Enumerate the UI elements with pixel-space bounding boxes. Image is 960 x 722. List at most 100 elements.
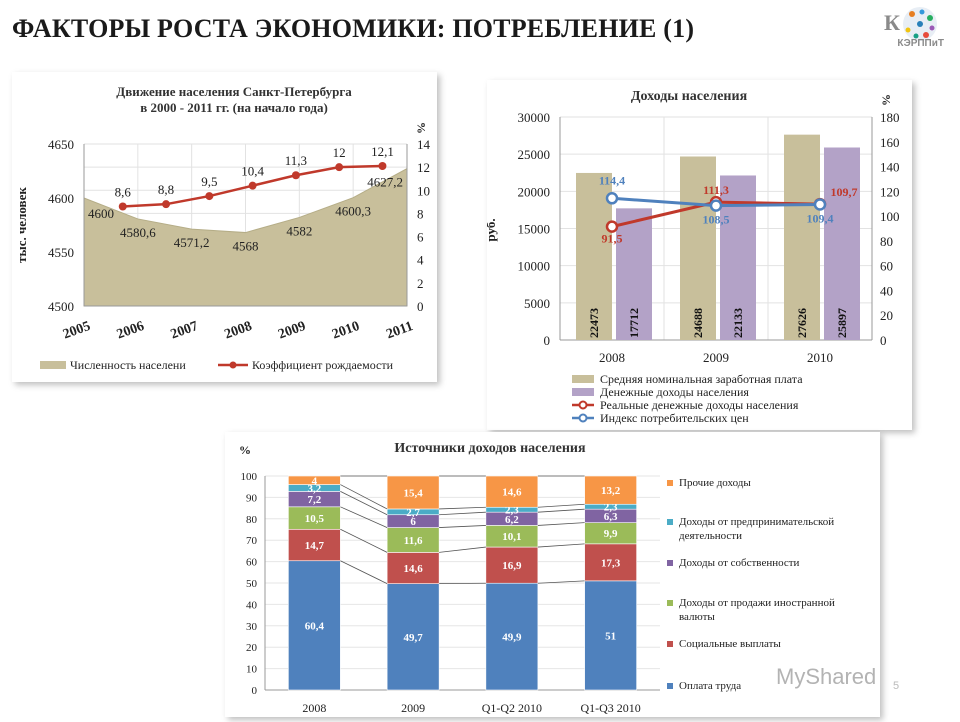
- birth-rate-data-label: 8,8: [158, 182, 174, 197]
- y2-tick-label: 160: [880, 135, 900, 150]
- population-data-label: 4571,2: [174, 235, 210, 250]
- x-tick-label: 2010: [807, 350, 833, 365]
- y2-tick-label: 4: [417, 253, 424, 268]
- y-tick-label: 40: [246, 599, 258, 611]
- y2-tick-label: 14: [417, 137, 431, 152]
- y-tick-label: 10: [246, 664, 258, 676]
- logo-text: КЭРППиТ: [897, 38, 944, 49]
- y2-tick-label: 60: [880, 259, 893, 274]
- legend-label: Доходы от продажи иностранной: [679, 597, 835, 609]
- y2-tick-label: 180: [880, 110, 900, 125]
- y2-tick-label: 8: [417, 206, 424, 221]
- y-tick-label: 20000: [518, 184, 551, 199]
- segment-data-label: 11,6: [404, 535, 423, 547]
- y2-tick-label: 12: [417, 160, 430, 175]
- segment-data-label: 14,6: [502, 487, 522, 499]
- birth-rate-point: [119, 202, 127, 210]
- y-tick-label: 100: [241, 471, 258, 483]
- segment-data-label: 4: [312, 475, 318, 487]
- y-axis-label: руб.: [487, 218, 498, 241]
- birth-rate-data-label: 12,1: [371, 144, 394, 159]
- segment-data-label: 7,2: [308, 494, 322, 506]
- segment-data-label: 60,4: [305, 620, 325, 632]
- y-axis-unit: %: [239, 443, 251, 457]
- chart-title-line2: в 2000 - 2011 гг. (на начало года): [140, 100, 328, 115]
- x-tick-label: 2009: [703, 350, 729, 365]
- y2-tick-label: 0: [417, 299, 424, 314]
- y-tick-label: 10000: [518, 259, 551, 274]
- y-tick-label: 4650: [48, 137, 74, 152]
- real-income-data-label: 91,5: [602, 232, 623, 246]
- page-number: 5: [893, 680, 899, 692]
- legend-label: Средняя номинальная заработная плата: [600, 372, 803, 386]
- legend-swatch-population: [40, 361, 66, 369]
- legend-label: Прочие доходы: [679, 477, 751, 489]
- series-connector-line: [538, 504, 585, 507]
- segment-data-label: 49,7: [404, 632, 424, 644]
- legend-label: Доходы от собственности: [679, 557, 800, 569]
- y2-tick-label: 6: [417, 230, 424, 245]
- legend-label: Оплата труда: [679, 680, 741, 692]
- slide-title: ФАКТОРЫ РОСТА ЭКОНОМИКИ: ПОТРЕБЛЕНИЕ (1): [12, 14, 694, 44]
- cpi-data-label: 114,4: [599, 173, 625, 187]
- y2-tick-label: 80: [880, 234, 893, 249]
- segment-data-label: 17,3: [601, 557, 621, 569]
- y-tick-label: 30000: [518, 110, 551, 125]
- birth-rate-data-label: 11,3: [285, 153, 307, 168]
- x-tick-label: Q1-Q3 2010: [580, 701, 640, 715]
- segment-data-label: 51: [605, 630, 616, 642]
- y2-tick-label: 140: [880, 160, 900, 175]
- x-tick-label: 2011: [384, 319, 415, 342]
- segment-data-label: 14,6: [404, 563, 424, 575]
- birth-rate-point: [162, 200, 170, 208]
- income-bar-label: 25897: [835, 308, 849, 338]
- series-connector-line: [340, 561, 387, 584]
- population-data-label: 4627,2: [367, 175, 403, 190]
- y-tick-label: 5000: [524, 296, 550, 311]
- x-tick-label: 2009: [401, 701, 425, 715]
- cpi-point: [711, 201, 721, 211]
- legend-swatch: [572, 375, 594, 383]
- birth-rate-data-label: 10,4: [241, 164, 264, 179]
- legend-swatch: [572, 388, 594, 396]
- legend-marker: [580, 402, 587, 409]
- legend-swatch: [667, 480, 673, 486]
- series-connector-line: [439, 507, 486, 509]
- y2-tick-label: 120: [880, 184, 900, 199]
- x-tick-label: 2009: [276, 319, 307, 343]
- y2-axis-unit: %: [879, 94, 893, 106]
- legend-label: Доходы от предпринимательской: [679, 516, 834, 528]
- series-connector-line: [538, 544, 585, 547]
- segment-data-label: 10,5: [305, 513, 325, 525]
- chart-title: Источники доходов населения: [394, 441, 586, 456]
- x-tick-label: 2008: [223, 319, 254, 343]
- population-data-label: 4600,3: [335, 204, 371, 219]
- x-tick-label: Q1-Q2 2010: [482, 701, 542, 715]
- population-data-label: 4568: [233, 239, 259, 254]
- birth-rate-data-label: 9,5: [201, 174, 217, 189]
- y-tick-label: 50: [246, 578, 258, 590]
- x-tick-label: 2006: [115, 319, 146, 343]
- wage-bar-label: 27626: [795, 308, 809, 338]
- birth-rate-data-label: 8,6: [115, 184, 132, 199]
- wage-bar-label: 24688: [691, 308, 705, 338]
- y-tick-label: 30: [246, 621, 258, 633]
- real-income-data-label: 109,7: [831, 185, 858, 199]
- legend-label: Социальные выплаты: [679, 638, 781, 650]
- series-connector-line: [538, 523, 585, 526]
- legend-swatch: [667, 600, 673, 606]
- y-tick-label: 4600: [48, 191, 74, 206]
- x-tick-label: 2008: [302, 701, 326, 715]
- y2-axis-unit: %: [414, 122, 428, 134]
- y-tick-label: 4550: [48, 245, 74, 260]
- chart-title: Доходы населения: [631, 89, 748, 104]
- x-tick-label: 2005: [61, 319, 92, 343]
- legend-label-population: Численность населени: [70, 358, 186, 372]
- segment-data-label: 16,9: [502, 560, 522, 572]
- segment-data-label: 10,1: [502, 531, 521, 543]
- series-connector-line: [538, 509, 585, 512]
- y2-tick-label: 0: [880, 333, 887, 348]
